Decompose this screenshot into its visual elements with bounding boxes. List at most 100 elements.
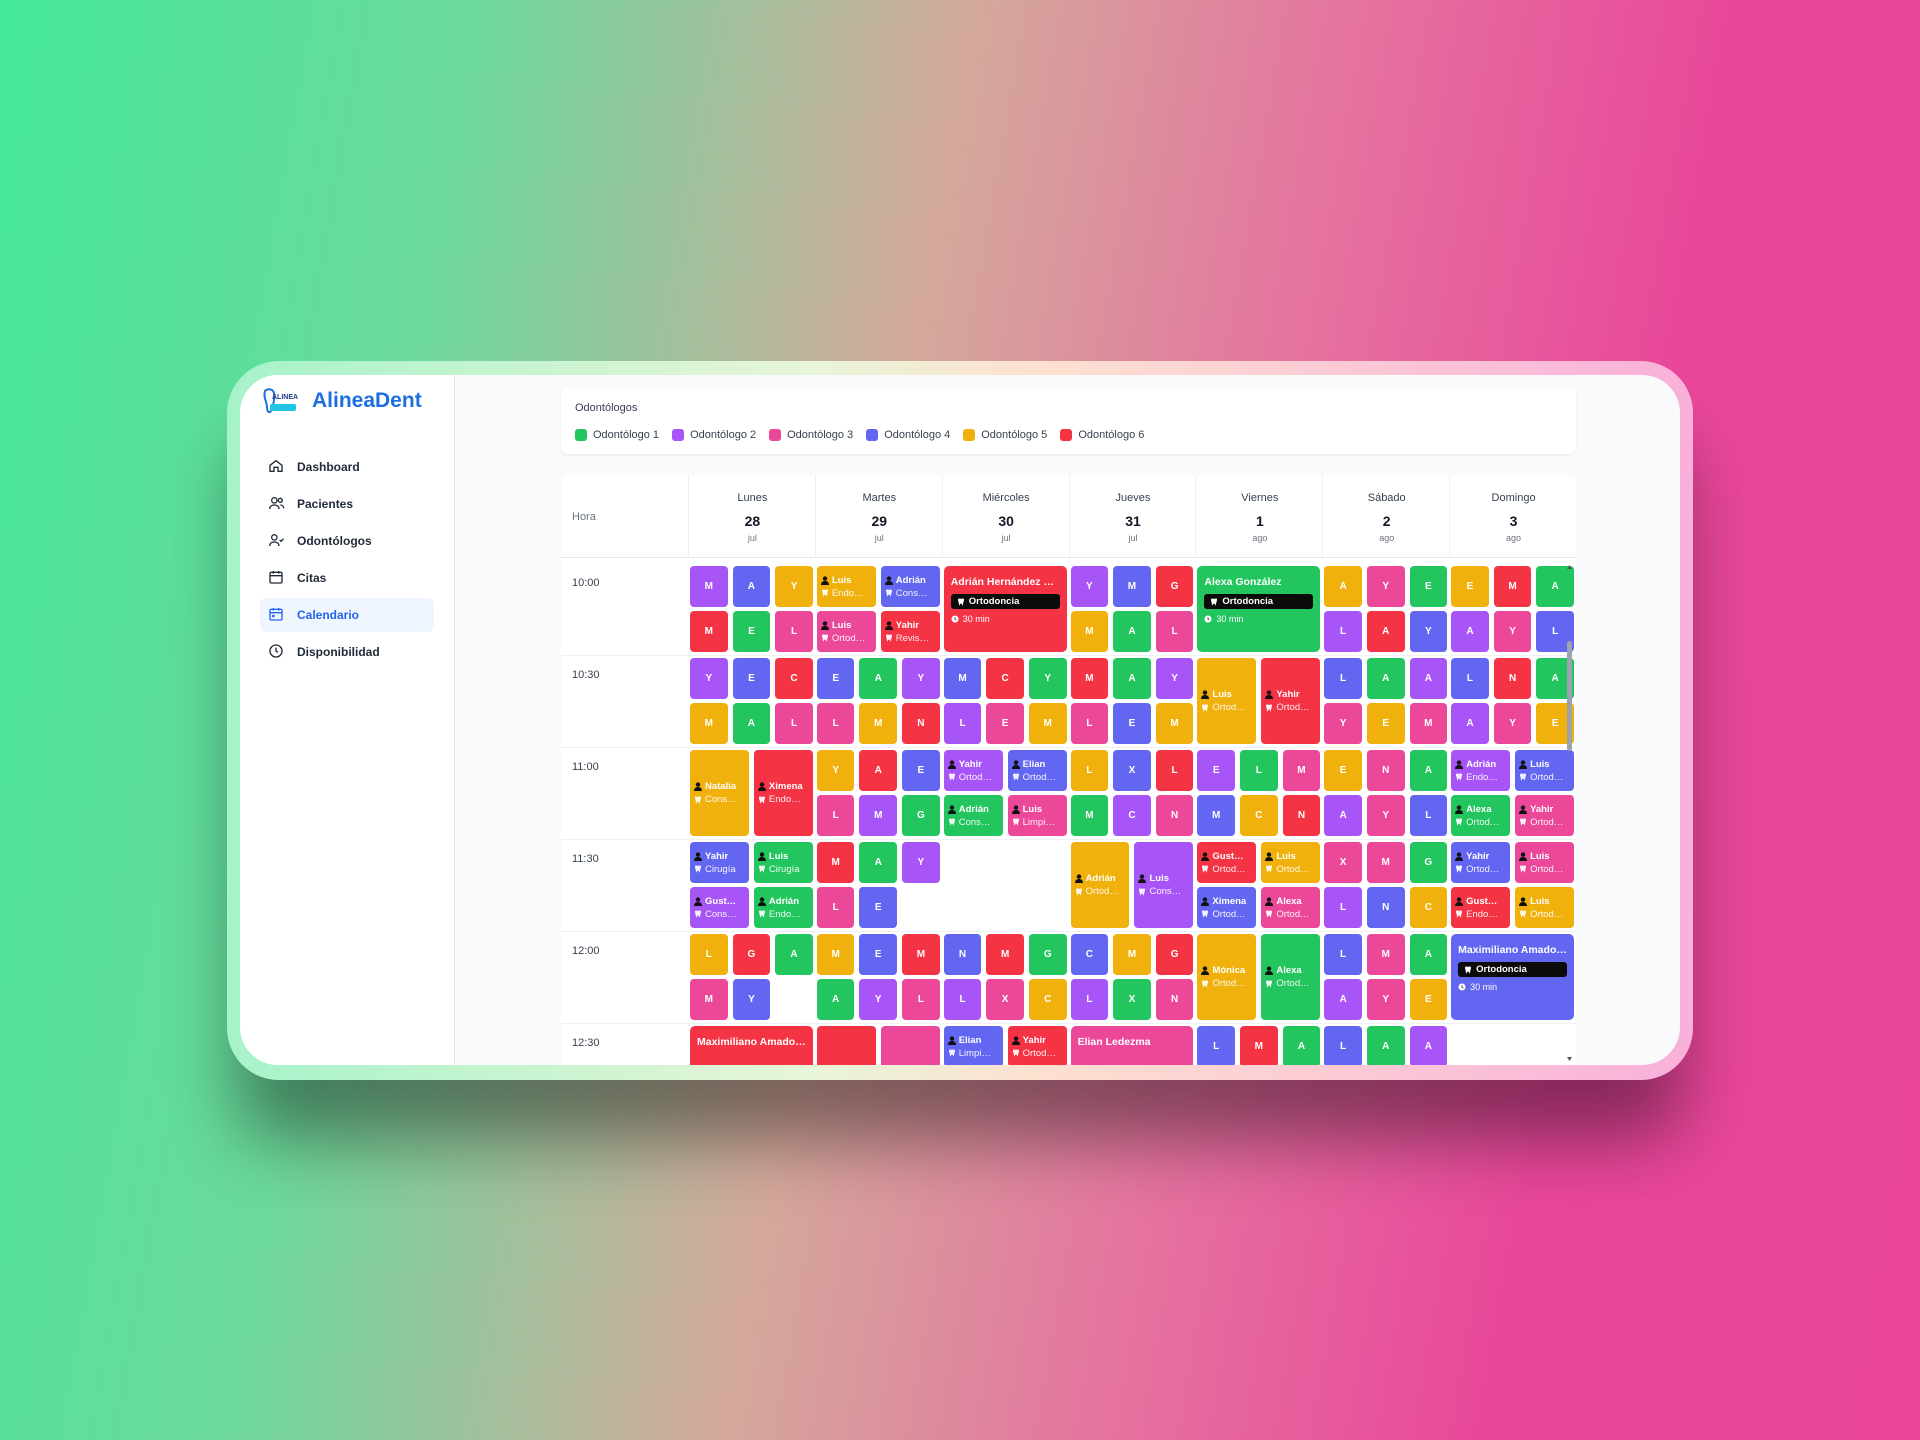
patient[interactable]: Yahir	[1455, 851, 1506, 862]
treatment[interactable]: Ortod…	[1075, 886, 1126, 897]
appointment-tile[interactable]: L	[943, 703, 982, 744]
appointment-detail[interactable]: Maximiliano Amado…	[690, 1026, 813, 1065]
treatment[interactable]: Ortod…	[948, 772, 999, 783]
treatment[interactable]: Ortod…	[1455, 864, 1506, 875]
appointment-tile[interactable]: M	[986, 934, 1024, 975]
appointment-card[interactable]: Gust… Ortod…	[1197, 842, 1257, 883]
treatment[interactable]: Ortod…	[1265, 978, 1316, 989]
nav-item[interactable]: Calendario	[260, 598, 434, 632]
appointment-tile[interactable]: E	[1451, 566, 1489, 607]
appointment-tile[interactable]: Y	[1366, 795, 1405, 836]
patient-name[interactable]: Yahir	[1530, 803, 1554, 815]
appointment-tile[interactable]: E	[986, 703, 1024, 744]
nav-label[interactable]: Citas	[297, 571, 327, 585]
nav-label[interactable]: Calendario	[297, 608, 360, 622]
appointment-tile[interactable]: A	[1409, 658, 1448, 699]
patient-name[interactable]: Yahir	[958, 758, 982, 770]
treatment-name[interactable]: Endo…	[831, 587, 864, 599]
appointment-tile[interactable]: A	[859, 750, 898, 791]
appointment-tile[interactable]: M	[1197, 795, 1236, 836]
appointment-card[interactable]: Luis Ortod…	[1515, 887, 1574, 928]
appointment-card[interactable]: Adrián Endo…	[1451, 750, 1511, 791]
treatment-name[interactable]: Revis…	[895, 632, 930, 644]
appointment-tile[interactable]: L	[816, 887, 855, 928]
treatment-name[interactable]: Ortodoncia	[968, 596, 1020, 607]
appointment-tile[interactable]: C	[1028, 979, 1067, 1020]
patient-name[interactable]: Ximena	[768, 781, 803, 792]
duration[interactable]: 30 min	[1204, 614, 1313, 624]
appointment-tile[interactable]: A	[1409, 1026, 1448, 1065]
appointment-tile[interactable]: Y	[1366, 566, 1405, 607]
appointment-tile[interactable]: X	[1324, 842, 1362, 883]
nav-label[interactable]: Odontólogos	[297, 534, 372, 548]
scrollbar[interactable]	[1566, 563, 1573, 1063]
patient-name[interactable]: Adrián Hernández …	[950, 576, 1054, 588]
appointment-tile[interactable]: L	[1324, 611, 1362, 652]
appointment-tile[interactable]: E	[1197, 750, 1236, 791]
patient[interactable]: Yahir	[947, 758, 999, 770]
appointment-tile[interactable]: C	[1240, 795, 1278, 836]
patient-name[interactable]: Adrián	[895, 574, 926, 586]
appointment-tile[interactable]: L	[775, 703, 813, 744]
appointment-card[interactable]: Adrián Cons…	[943, 795, 1003, 836]
appointment-tile[interactable]: Y	[1070, 566, 1109, 607]
treatment-name[interactable]: Cirugía	[705, 863, 736, 875]
patient-name[interactable]: Luis	[1022, 803, 1043, 815]
patient[interactable]: Alexa	[1455, 804, 1506, 815]
treatment-name[interactable]: Ortod…	[958, 771, 992, 783]
patient-name[interactable]: Alexa	[1276, 895, 1302, 907]
treatment-name[interactable]: Ortod…	[1022, 771, 1056, 783]
appointment-tile[interactable]: N	[1493, 658, 1532, 699]
appointment-tile[interactable]: M	[1028, 703, 1067, 744]
appointment-tile[interactable]: L	[816, 795, 855, 836]
appointment-tile[interactable]: A	[775, 934, 813, 975]
appointment-detail[interactable]: Adrián Hernández … Ortodoncia 30 min	[943, 566, 1067, 652]
patient-name[interactable]: Alexa	[1276, 965, 1302, 976]
patient[interactable]: Gust…	[1455, 896, 1506, 907]
patient-name[interactable]: Luis	[1276, 850, 1296, 862]
appointment-tile[interactable]: M	[690, 611, 728, 652]
appointment-card[interactable]: Ximena Endo…	[753, 750, 813, 836]
treatment[interactable]: Cons…	[1138, 886, 1189, 897]
treatment[interactable]: Limpi…	[1012, 817, 1063, 828]
patient-name[interactable]: Gust…	[1212, 850, 1244, 862]
appointment-tile[interactable]: M	[902, 934, 940, 975]
appointment-tile[interactable]: Y	[816, 750, 855, 791]
appointment-tile[interactable]: A	[1282, 1026, 1321, 1065]
patient[interactable]: Alexa	[1265, 965, 1316, 976]
appointment-tile[interactable]: M	[1493, 566, 1532, 607]
patient[interactable]: Yahir	[1011, 1035, 1063, 1046]
patient[interactable]: Luis	[1519, 896, 1570, 907]
treatment[interactable]: Ortod…	[1012, 772, 1063, 783]
appointment-card[interactable]: Luis Ortod…	[1197, 658, 1257, 744]
appointment-card[interactable]: Luis Cons…	[1134, 842, 1194, 928]
treatment[interactable]: Ortod…	[1519, 817, 1570, 828]
patient-name[interactable]: Elian	[1022, 758, 1046, 770]
patient[interactable]: Adrián	[1074, 873, 1126, 884]
appointment-card[interactable]: Yahir	[880, 1026, 940, 1065]
appointment-tile[interactable]: X	[1113, 750, 1151, 791]
appointment-tile[interactable]: M	[1366, 934, 1405, 975]
patient[interactable]: Yahir	[884, 620, 936, 631]
patient-name[interactable]: Luis	[1530, 758, 1550, 770]
treatment[interactable]: Ortod…	[1519, 772, 1570, 783]
appointment-tile[interactable]: L	[1324, 887, 1362, 928]
appointment-tile[interactable]: N	[1155, 979, 1194, 1020]
patient-name[interactable]: Maximiliano Amado…	[1458, 944, 1567, 956]
appointment-tile[interactable]: L	[943, 979, 982, 1020]
patient[interactable]: Luis	[1201, 689, 1252, 700]
appointment-tile[interactable]: G	[1409, 842, 1448, 883]
treatment[interactable]: Cirugía	[694, 864, 745, 875]
treatment[interactable]: Endo…	[821, 588, 872, 599]
patient[interactable]: Mónica	[1201, 965, 1252, 976]
treatment[interactable]: Cons…	[885, 588, 936, 599]
patient-name[interactable]: Luis	[768, 850, 789, 862]
treatment[interactable]: Ortod…	[1201, 702, 1252, 713]
appointment-tile[interactable]: A	[1366, 658, 1405, 699]
appointment-detail[interactable]: Elian Ledezma	[1070, 1026, 1194, 1065]
appointment-tile[interactable]: E	[1113, 703, 1151, 744]
appointment-card[interactable]: Mónica Ortod…	[1197, 934, 1257, 1020]
patient-name[interactable]: Adrián	[768, 895, 800, 907]
patient-name[interactable]: Yahir	[1276, 689, 1300, 700]
appointment-tile[interactable]: M	[1113, 566, 1151, 607]
